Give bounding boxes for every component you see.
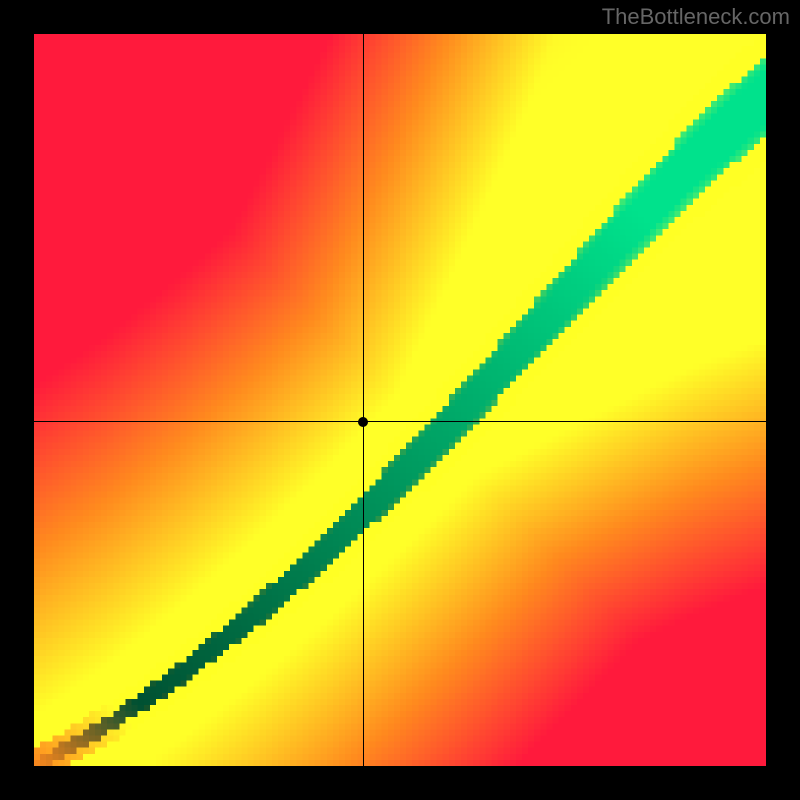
chart-container: TheBottleneck.com [0, 0, 800, 800]
heatmap-canvas [34, 34, 766, 766]
plot-area [34, 34, 766, 766]
crosshair-vertical [363, 34, 364, 766]
crosshair-marker [358, 417, 368, 427]
crosshair-horizontal [34, 421, 766, 422]
watermark-text: TheBottleneck.com [602, 4, 790, 30]
